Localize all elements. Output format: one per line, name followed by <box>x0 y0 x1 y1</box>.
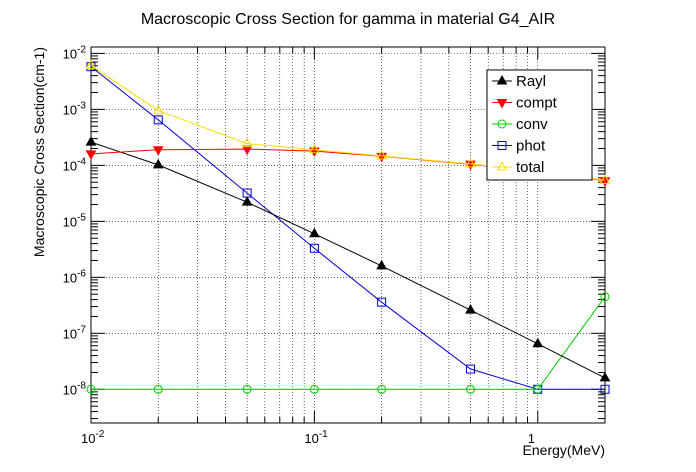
legend-item-phot: phot <box>492 138 546 155</box>
x-axis-label: Energy(MeV) <box>523 442 605 458</box>
y-tick-label: 10-3 <box>63 100 87 117</box>
data-point-Rayl <box>309 227 320 238</box>
legend-label: conv <box>516 116 548 133</box>
data-point-Rayl <box>376 259 387 270</box>
data-point-total <box>599 174 611 184</box>
legend-label: Rayl <box>516 73 546 90</box>
data-point-conv <box>600 292 610 302</box>
plot-frame <box>90 46 606 424</box>
data-point-total <box>85 59 97 69</box>
legend-swatch-marker <box>496 99 508 109</box>
data-point-Rayl <box>532 337 544 348</box>
series-conv <box>86 292 610 394</box>
series-line-conv <box>91 296 606 390</box>
data-point-total <box>309 143 320 154</box>
data-point-phot <box>377 297 387 307</box>
y-tick-label: 10-5 <box>63 212 87 229</box>
legend-swatch-marker <box>497 119 507 129</box>
legend-label: total <box>516 159 544 176</box>
data-point-compt <box>241 145 253 156</box>
data-point-conv <box>466 384 476 394</box>
legend-label: compt <box>516 95 558 112</box>
y-tick-label: 10-4 <box>63 156 87 173</box>
data-point-conv <box>86 384 96 394</box>
data-point-conv <box>153 384 163 394</box>
data-point-total <box>376 149 387 160</box>
data-point-Rayl <box>85 136 97 146</box>
data-point-phot <box>153 115 163 125</box>
y-axis-label: Macroscopic Cross Section(cm-1) <box>31 47 47 257</box>
data-point-phot <box>600 384 610 394</box>
x-tick-label: 10-2 <box>81 429 105 446</box>
legend-item-total: total <box>492 159 544 176</box>
legend-swatch-marker <box>497 141 507 150</box>
data-point-conv <box>533 384 543 394</box>
series-line-phot <box>90 66 605 390</box>
legend-box <box>486 69 593 181</box>
legend-item-conv: conv <box>492 116 548 133</box>
data-point-conv <box>377 384 387 394</box>
chart-title: Macroscopic Cross Section for gamma in m… <box>141 11 555 28</box>
data-point-Rayl <box>152 158 164 169</box>
data-point-conv <box>242 384 252 394</box>
series-line-Rayl <box>90 141 606 379</box>
series-Rayl <box>85 136 611 382</box>
x-tick-label: 1 <box>528 431 535 446</box>
data-point-conv <box>309 384 319 394</box>
data-point-total <box>152 104 164 115</box>
legend-item-Rayl: Rayl <box>492 73 546 90</box>
legend: Rayl compt conv phot total <box>486 69 593 181</box>
data-point-compt <box>85 150 97 160</box>
data-point-Rayl <box>465 304 476 314</box>
data-point-Rayl <box>599 371 611 382</box>
y-tick-label: 10-7 <box>63 324 87 341</box>
legend-label: phot <box>516 138 546 155</box>
legend-swatch-marker <box>496 160 508 171</box>
data-point-Rayl <box>241 196 253 206</box>
legend-swatch-marker <box>496 74 508 85</box>
y-tick-label: 10-8 <box>63 380 87 397</box>
series-layer <box>85 59 611 394</box>
legend-item-compt: compt <box>492 95 558 112</box>
y-tick-label: 10-6 <box>63 268 87 285</box>
series-phot <box>86 62 610 394</box>
data-point-total <box>241 137 253 148</box>
data-point-compt <box>152 146 164 156</box>
data-point-phot <box>466 364 476 374</box>
axis-ticks: 10-2 10-1 1 10-2 10-3 10-4 10-5 10-6 10-7 10-8 <box>63 44 606 446</box>
y-tick-label: 10-2 <box>63 44 87 61</box>
data-point-total <box>465 157 476 168</box>
x-tick-label: 10-1 <box>304 429 328 446</box>
data-point-phot <box>309 243 319 253</box>
